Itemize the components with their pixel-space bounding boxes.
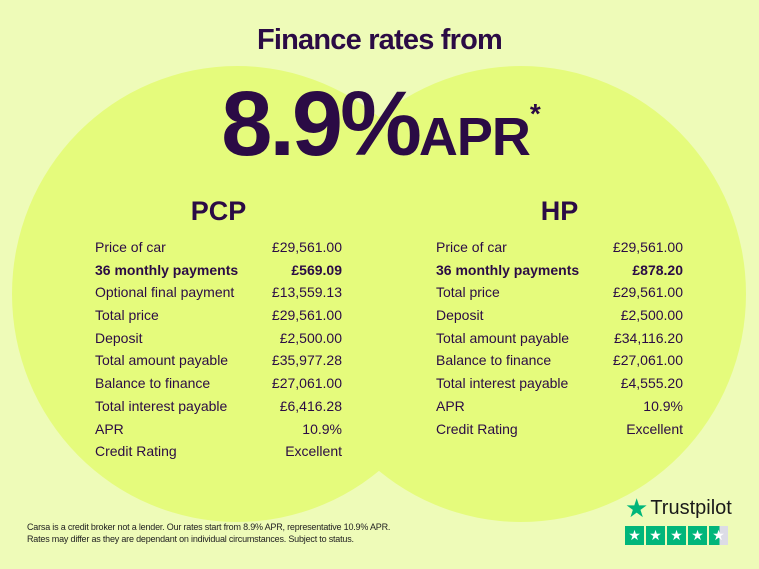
row-label: 36 monthly payments (95, 261, 239, 278)
table-row: Total interest payable £4,555.20 (436, 372, 683, 395)
table-row: Price of car £29,561.00 (95, 236, 342, 259)
headline: Finance rates from (256, 24, 503, 56)
hp-table: HP Price of car £29,561.00 36 monthly paym… (436, 196, 683, 440)
disclaimer-line: Carsa is a credit broker not a lender. O… (27, 522, 391, 532)
row-value: £6,416.28 (279, 397, 342, 414)
star-icon: ★ (625, 526, 644, 545)
row-label: Total interest payable (95, 397, 228, 414)
trustpilot-rating: ★ ★ ★ ★ ★ (625, 526, 732, 545)
disclaimer-line: Rates may differ as they are dependant o… (27, 534, 354, 544)
row-value: 10.9% (302, 420, 342, 437)
rate-display: 8.9%APR* (0, 64, 759, 187)
table-row: Optional final payment £13,559.13 (95, 281, 342, 304)
table-row: Total price £29,561.00 (95, 304, 342, 327)
row-label: Total price (95, 307, 159, 324)
row-value: £2,500.00 (279, 329, 342, 346)
star-icon: ★ (646, 526, 665, 545)
star-icon: ★ (667, 526, 686, 545)
row-value: £27,061.00 (271, 375, 342, 392)
pcp-title: PCP (190, 196, 247, 226)
row-label: Total amount payable (95, 352, 229, 369)
row-value: £35,977.28 (271, 352, 342, 369)
trustpilot-badge: ★ Trustpilot ★ ★ ★ ★ ★ (625, 493, 732, 545)
table-row: Total amount payable £34,116.20 (436, 327, 683, 350)
row-value: £4,555.20 (620, 375, 683, 392)
row-value: Excellent (285, 443, 342, 460)
apr-label: APR (418, 107, 531, 167)
row-label: Price of car (95, 239, 166, 255)
row-value: 10.9% (643, 397, 683, 414)
row-value: Excellent (626, 420, 683, 437)
row-value: £2,500.00 (620, 307, 683, 324)
row-value: £29,561.00 (271, 239, 342, 255)
row-value: £569.09 (291, 261, 342, 278)
table-row: APR 10.9% (95, 418, 342, 441)
asterisk: * (529, 98, 541, 129)
row-label: Credit Rating (95, 443, 177, 460)
row-label: Optional final payment (95, 284, 235, 301)
row-value: £29,561.00 (271, 307, 342, 324)
table-row: Deposit £2,500.00 (95, 327, 342, 350)
table-row: Credit Rating Excellent (95, 440, 342, 463)
table-row: Total interest payable £6,416.28 (95, 395, 342, 418)
row-label: Total price (436, 284, 500, 301)
hp-title: HP (540, 196, 579, 226)
row-value: £13,559.13 (271, 284, 342, 301)
table-row: APR 10.9% (436, 395, 683, 418)
pcp-table: PCP Price of car £29,561.00 36 monthly pay… (95, 196, 342, 463)
row-label: APR (436, 397, 465, 414)
row-label: 36 monthly payments (436, 261, 580, 278)
table-row: Credit Rating Excellent (436, 418, 683, 441)
table-row: 36 monthly payments £878.20 (436, 259, 683, 282)
row-value: £34,116.20 (613, 329, 683, 346)
table-row: Balance to finance £27,061.00 (95, 372, 342, 395)
row-label: APR (95, 420, 124, 437)
table-row: Price of car £29,561.00 (436, 236, 683, 259)
row-label: Deposit (95, 329, 143, 346)
row-value: £27,061.00 (612, 352, 683, 369)
trustpilot-name: Trustpilot (650, 497, 732, 519)
row-label: Price of car (436, 239, 507, 255)
row-label: Deposit (436, 307, 484, 324)
row-value: £29,561.00 (612, 284, 683, 301)
table-row: Deposit £2,500.00 (436, 304, 683, 327)
right-circle-decoration (296, 66, 746, 522)
disclaimer: Carsa is a credit broker not a lender. O… (27, 521, 390, 545)
table-row: Balance to finance £27,061.00 (436, 349, 683, 372)
row-label: Total interest payable (436, 375, 569, 392)
row-label: Credit Rating (436, 420, 518, 437)
row-label: Balance to finance (436, 352, 552, 369)
table-row: Total amount payable £35,977.28 (95, 349, 342, 372)
table-row: Total price £29,561.00 (436, 281, 683, 304)
row-value: £29,561.00 (612, 239, 683, 255)
star-icon: ★ (625, 493, 649, 523)
star-icon: ★ (688, 526, 707, 545)
rate-value: 8.9% (221, 73, 422, 175)
row-label: Balance to finance (95, 375, 211, 392)
row-value: £878.20 (632, 261, 683, 278)
table-row: 36 monthly payments £569.09 (95, 259, 342, 282)
row-label: Total amount payable (436, 329, 570, 346)
star-icon: ★ (709, 526, 728, 545)
